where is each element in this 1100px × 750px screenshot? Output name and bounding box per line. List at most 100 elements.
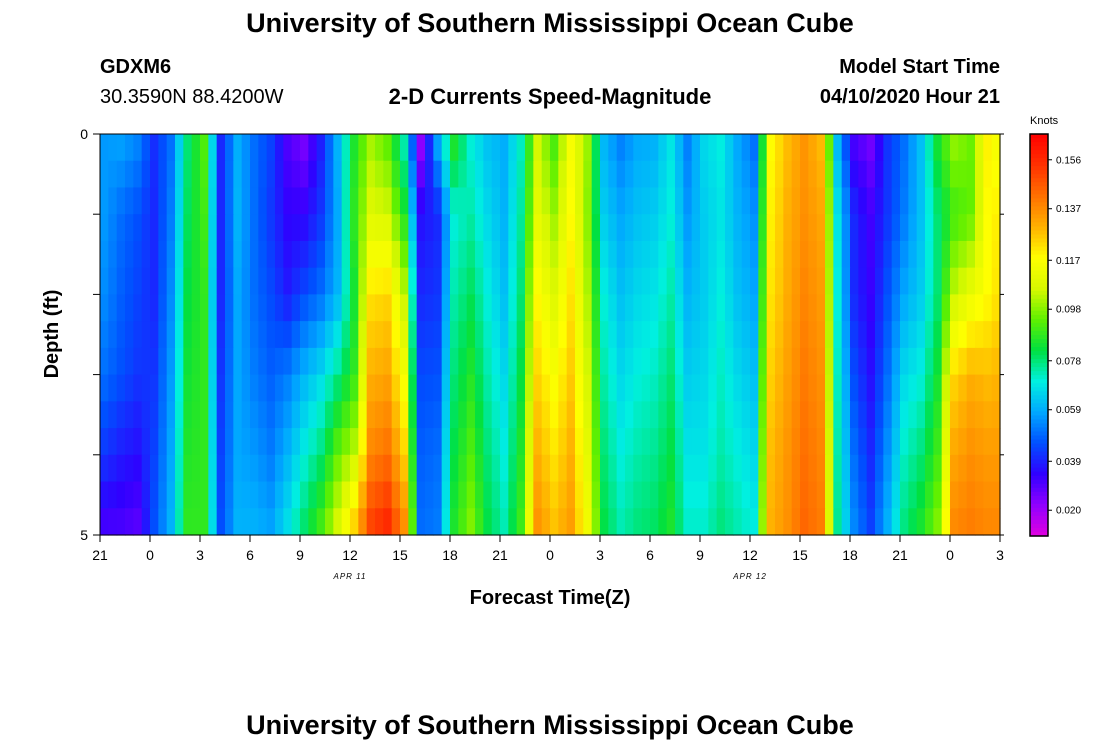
- heatmap-cell: [691, 481, 701, 509]
- heatmap-cell: [791, 134, 801, 162]
- heatmap-cell: [608, 134, 618, 162]
- heatmap-cell: [950, 134, 959, 162]
- heatmap-cell: [391, 160, 401, 189]
- heatmap-cell: [908, 321, 918, 349]
- heatmap-cell: [408, 374, 418, 402]
- heatmap-cell: [608, 321, 618, 349]
- heatmap-cell: [716, 240, 726, 269]
- heatmap-cell: [658, 508, 668, 536]
- heatmap-cell: [416, 321, 426, 349]
- heatmap-cell: [533, 134, 543, 162]
- heatmap-cell: [683, 134, 693, 162]
- heatmap-cell: [941, 428, 951, 456]
- heatmap-cell: [541, 267, 551, 295]
- heatmap-cell: [216, 401, 226, 429]
- colorbar-segment: [1030, 519, 1048, 525]
- heatmap-cell: [641, 240, 651, 269]
- heatmap-cell: [175, 428, 184, 456]
- heatmap-cell: [566, 481, 576, 509]
- heatmap-cell: [108, 160, 118, 189]
- heatmap-cell: [150, 347, 159, 376]
- heatmap-cell: [941, 134, 951, 162]
- heatmap-cell: [525, 347, 534, 376]
- heatmap-cell: [691, 321, 701, 349]
- heatmap-cell: [158, 508, 168, 536]
- heatmap-cell: [950, 428, 959, 456]
- heatmap-cell: [700, 481, 709, 509]
- heatmap-cell: [116, 401, 126, 429]
- heatmap-cell: [341, 134, 351, 162]
- heatmap-cell: [416, 160, 426, 189]
- heatmap-cell: [866, 401, 876, 429]
- heatmap-cell: [208, 214, 218, 242]
- heatmap-cell: [775, 187, 784, 215]
- heatmap-cell: [125, 481, 134, 509]
- heatmap-cell: [125, 401, 134, 429]
- heatmap-cell: [658, 347, 668, 376]
- heatmap-cell: [683, 454, 693, 483]
- heatmap-cell: [358, 428, 368, 456]
- heatmap-cell: [183, 321, 193, 349]
- heatmap-cell: [758, 428, 768, 456]
- heatmap-cell: [966, 428, 976, 456]
- heatmap-cell: [291, 374, 301, 402]
- colorbar-segment: [1030, 335, 1048, 340]
- heatmap-cell: [708, 481, 718, 509]
- heatmap-cell: [458, 374, 468, 402]
- heatmap-cell: [266, 267, 276, 295]
- heatmap-cell: [991, 454, 1001, 483]
- heatmap-cell: [183, 454, 193, 483]
- heatmap-cell: [691, 454, 701, 483]
- heatmap-cell: [500, 214, 509, 242]
- heatmap-cell: [700, 401, 709, 429]
- heatmap-cell: [408, 428, 418, 456]
- heatmap-cell: [116, 454, 126, 483]
- heatmap-cell: [458, 134, 468, 162]
- heatmap-cell: [558, 267, 568, 295]
- heatmap-cell: [558, 294, 568, 322]
- heatmap-cell: [116, 240, 126, 269]
- heatmap-cell: [133, 508, 143, 536]
- heatmap-cell: [425, 428, 434, 456]
- colorbar-segment: [1030, 174, 1048, 179]
- heatmap-cell: [541, 240, 551, 269]
- heatmap-cell: [758, 401, 768, 429]
- heatmap-cell: [675, 481, 684, 509]
- heatmap-cell: [941, 347, 951, 376]
- heatmap-cell: [641, 187, 651, 215]
- heatmap-cell: [533, 160, 543, 189]
- heatmap-cell: [500, 481, 509, 509]
- heatmap-cell: [658, 481, 668, 509]
- heatmap-cell: [358, 214, 368, 242]
- heatmap-cell: [725, 321, 734, 349]
- heatmap-cell: [983, 401, 993, 429]
- heatmap-cell: [650, 508, 659, 536]
- heatmap-cell: [816, 187, 826, 215]
- heatmap-cell: [725, 428, 734, 456]
- heatmap-cell: [233, 240, 243, 269]
- heatmap-cell: [833, 454, 843, 483]
- heatmap-cell: [425, 481, 434, 509]
- heatmap-cell: [216, 508, 226, 536]
- heatmap-cell: [425, 374, 434, 402]
- heatmap-cell: [625, 374, 634, 402]
- heatmap-cell: [625, 347, 634, 376]
- heatmap-cell: [125, 240, 134, 269]
- heatmap-cell: [816, 508, 826, 536]
- heatmap-cell: [375, 134, 384, 162]
- heatmap-cell: [741, 214, 751, 242]
- heatmap-cell: [183, 267, 193, 295]
- heatmap-cell: [250, 267, 259, 295]
- heatmap-cell: [400, 267, 409, 295]
- heatmap-cell: [775, 321, 784, 349]
- colorbar-segment: [1030, 266, 1048, 272]
- heatmap-cell: [958, 187, 968, 215]
- colorbar-unit-label: Knots: [1030, 115, 1059, 127]
- heatmap-cell: [275, 428, 284, 456]
- heatmap-cell: [741, 160, 751, 189]
- heatmap-cell: [591, 267, 601, 295]
- heatmap-cell: [916, 374, 926, 402]
- x-tick-label: 3: [196, 547, 204, 563]
- heatmap-cell: [625, 134, 634, 162]
- heatmap-cell: [958, 481, 968, 509]
